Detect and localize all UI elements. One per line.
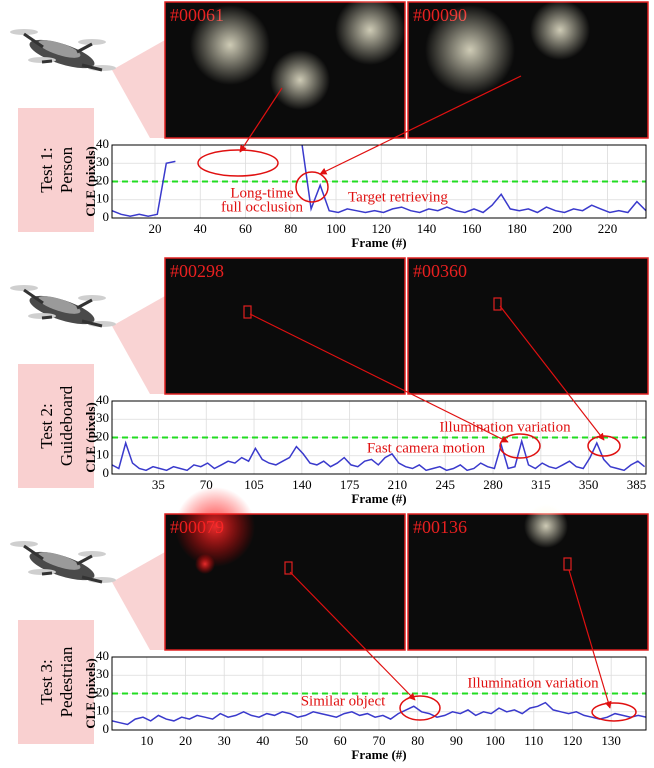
x-tick-label: 10	[140, 733, 153, 748]
test-label: Test 1:Person	[37, 146, 76, 193]
x-tick-label: 140	[417, 221, 437, 236]
test-label-line: Test 2:	[37, 403, 56, 449]
callout	[112, 296, 165, 394]
x-tick-label: 245	[435, 477, 455, 492]
x-axis-label: Frame (#)	[351, 235, 406, 250]
light-glow	[195, 554, 215, 574]
test-label-line: Pedestrian	[57, 646, 76, 717]
drone-icon	[10, 285, 116, 330]
x-tick-label: 210	[388, 477, 408, 492]
x-axis-label: Frame (#)	[351, 491, 406, 506]
panel: Test 2:Guideboard#00298#0036001020304035…	[10, 258, 648, 506]
x-tick-label: 40	[194, 221, 207, 236]
light-glow	[524, 504, 568, 548]
x-axis-label: Frame (#)	[351, 747, 406, 762]
y-tick-label: 0	[103, 465, 110, 480]
y-tick-label: 0	[103, 721, 110, 736]
annotation: full occlusion	[221, 199, 304, 215]
light-glow	[175, 487, 255, 567]
x-tick-label: 110	[524, 733, 543, 748]
frame-label: #00136	[413, 517, 467, 537]
x-tick-label: 60	[334, 733, 347, 748]
x-tick-label: 180	[507, 221, 527, 236]
x-tick-label: 40	[256, 733, 269, 748]
x-tick-label: 70	[373, 733, 386, 748]
x-tick-label: 160	[462, 221, 482, 236]
drone-icon	[10, 29, 116, 74]
x-tick-label: 80	[284, 221, 297, 236]
annotation: Illumination variation	[467, 675, 599, 691]
rotor-arm	[42, 61, 52, 62]
x-tick-label: 350	[579, 477, 599, 492]
x-tick-label: 200	[553, 221, 573, 236]
test-label-line: Test 1:	[37, 147, 56, 193]
panel: Test 3:Pedestrian#00079#0013601020304010…	[10, 487, 648, 762]
x-tick-label: 385	[627, 477, 647, 492]
x-tick-label: 90	[450, 733, 463, 748]
x-tick-label: 140	[292, 477, 312, 492]
x-tick-label: 20	[179, 733, 192, 748]
callout	[112, 40, 165, 138]
x-tick-label: 30	[218, 733, 231, 748]
x-tick-label: 35	[152, 477, 165, 492]
annotation: Similar object	[301, 693, 386, 709]
x-tick-label: 220	[598, 221, 618, 236]
x-tick-label: 100	[326, 221, 346, 236]
rotor-arm	[42, 573, 52, 574]
frame-label: #00360	[413, 261, 467, 281]
light-glow	[190, 5, 270, 85]
y-axis-label: CLE (pixels)	[83, 658, 98, 728]
test-label-line: Test 3:	[37, 659, 56, 705]
x-tick-label: 20	[148, 221, 161, 236]
annotation: Illumination variation	[439, 419, 571, 435]
annotation: Target retrieving	[348, 189, 448, 205]
rotor-arm	[77, 44, 92, 52]
x-tick-label: 100	[485, 733, 505, 748]
x-tick-label: 80	[411, 733, 424, 748]
y-axis-label: CLE (pixels)	[83, 146, 98, 216]
rotor-arm	[42, 317, 52, 318]
x-tick-label: 120	[563, 733, 583, 748]
test-label-line: Guideboard	[57, 385, 76, 466]
callout	[112, 552, 165, 650]
rotor-arm	[77, 300, 92, 308]
x-tick-label: 315	[531, 477, 551, 492]
y-axis-label: CLE (pixels)	[83, 402, 98, 472]
light-glow	[270, 50, 330, 110]
annotation: Fast camera motion	[367, 440, 486, 456]
x-tick-label: 120	[372, 221, 392, 236]
x-tick-label: 60	[239, 221, 252, 236]
rotor-arm	[77, 556, 92, 564]
frame-label: #00298	[170, 261, 224, 281]
x-tick-label: 130	[601, 733, 621, 748]
x-tick-label: 280	[483, 477, 503, 492]
drone-icon	[10, 541, 116, 586]
light-glow	[425, 5, 515, 95]
x-tick-label: 105	[244, 477, 264, 492]
y-tick-label: 0	[103, 209, 110, 224]
x-tick-label: 50	[295, 733, 308, 748]
x-tick-label: 175	[340, 477, 360, 492]
light-glow	[530, 0, 590, 60]
figure: Test 1:Person#00061#00090010203040204060…	[0, 0, 654, 768]
test-label-line: Person	[57, 146, 76, 193]
